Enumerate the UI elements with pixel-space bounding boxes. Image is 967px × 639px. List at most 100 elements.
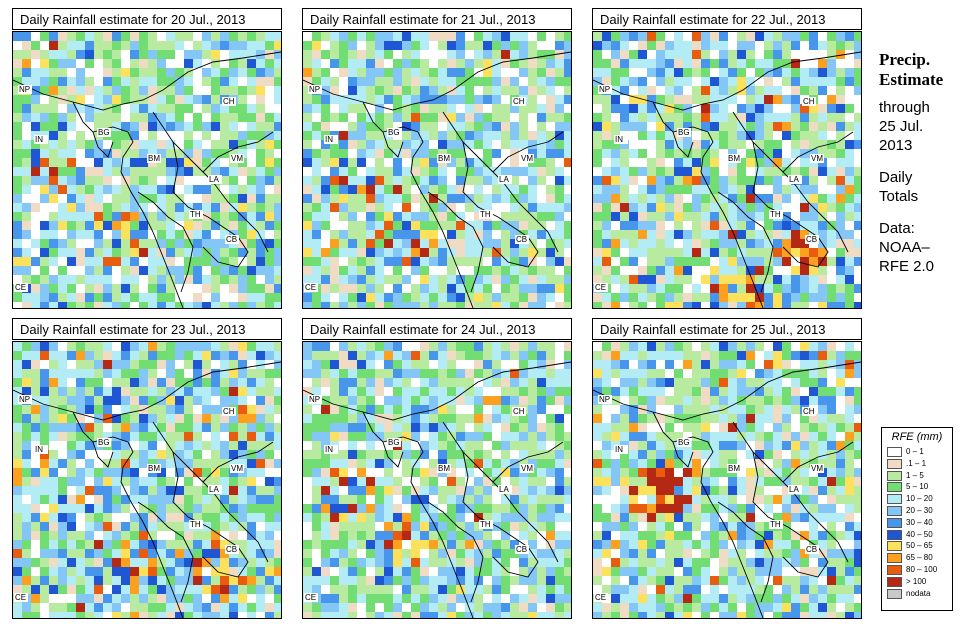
rainfall-cell [429,203,438,212]
country-label-bg [14,283,28,292]
rainfall-cell [438,293,447,302]
rainfall-cell [710,158,719,167]
rainfall-cell [393,495,402,504]
rainfall-cell [456,369,465,378]
rainfall-cell [184,405,193,414]
rainfall-cell [483,468,492,477]
rainfall-cell [755,68,764,77]
rainfall-cell [764,342,773,351]
rainfall-cell [130,95,139,104]
rainfall-cell [537,158,546,167]
rainfall-cell [620,248,629,257]
rainfall-cell [202,140,211,149]
rainfall-cell [629,68,638,77]
rainfall-cell [492,32,501,41]
rainfall-cell [629,257,638,266]
rainfall-cell [611,59,620,68]
rainfall-cell [112,77,121,86]
rainfall-cell [175,549,184,558]
rainfall-cell [256,185,265,194]
rainfall-cell [339,230,348,239]
rainfall-cell [728,113,737,122]
rainfall-cell [13,275,22,284]
rainfall-cell [674,203,683,212]
rainfall-cell [357,230,366,239]
rainfall-cell [220,248,229,257]
rainfall-cell [148,50,157,59]
rainfall-cell [94,342,103,351]
rainfall-cell [148,585,157,594]
rainfall-cell [22,513,31,522]
rainfall-cell [121,603,130,612]
rainfall-cell [629,104,638,113]
rainfall-cell [330,41,339,50]
rainfall-cell [375,612,384,618]
rainfall-cell [321,50,330,59]
rainfall-cell [58,495,67,504]
rainfall-cell [692,113,701,122]
rainfall-cell [537,122,546,131]
rainfall-cell [420,558,429,567]
rainfall-cell [836,41,845,50]
rainfall-cell [49,540,58,549]
rainfall-cell [555,495,564,504]
rainfall-cell [773,203,782,212]
rainfall-cell [211,504,220,513]
rainfall-cell [238,405,247,414]
rainfall-cell [312,158,321,167]
rainfall-cell [393,567,402,576]
rainfall-cell [827,275,836,284]
rainfall-cell [321,522,330,531]
rainfall-cell [220,302,229,308]
rainfall-cell [94,450,103,459]
map-panel-2: Daily Rainfall estimate for 21 Jul., 201… [302,8,574,309]
rainfall-cell [112,293,121,302]
rainfall-cell [528,230,537,239]
country-label-bg [598,85,612,94]
rainfall-cell [40,558,49,567]
rainfall-cell [809,387,818,396]
rainfall-cell [728,266,737,275]
rainfall-cell [330,203,339,212]
rainfall-cell [546,248,555,257]
rainfall-cell [827,32,836,41]
rainfall-cell [112,387,121,396]
rainfall-cell [465,167,474,176]
rainfall-cell [501,405,510,414]
rainfall-cell [265,131,274,140]
rainfall-cell [112,50,121,59]
rainfall-cell [692,351,701,360]
country-label-bg [805,235,819,244]
rainfall-cell [202,360,211,369]
rainfall-cell [166,495,175,504]
rainfall-cell [274,432,281,441]
rainfall-cell [184,302,193,308]
rainfall-cell [755,122,764,131]
rainfall-cell [393,576,402,585]
rainfall-cell [420,522,429,531]
rainfall-cell [330,342,339,351]
rainfall-cell [629,239,638,248]
rainfall-cell [13,504,22,513]
rainfall-cell [683,266,692,275]
rainfall-cell [265,257,274,266]
rainfall-cell [339,239,348,248]
rainfall-cell [674,387,683,396]
rainfall-cell [166,540,175,549]
rainfall-cell [519,414,528,423]
rainfall-cell [229,612,238,618]
rainfall-cell [501,351,510,360]
country-border [92,131,114,158]
rainfall-cell [247,113,256,122]
rainfall-cell [528,113,537,122]
rainfall-cell [528,41,537,50]
rainfall-cell [94,378,103,387]
rainfall-cell [465,540,474,549]
rainfall-cell [330,86,339,95]
rainfall-cell [501,378,510,387]
country-label: VM [521,154,533,163]
rainfall-cell [265,104,274,113]
rainfall-cell [247,50,256,59]
rainfall-cell [474,585,483,594]
rainfall-cell [827,176,836,185]
